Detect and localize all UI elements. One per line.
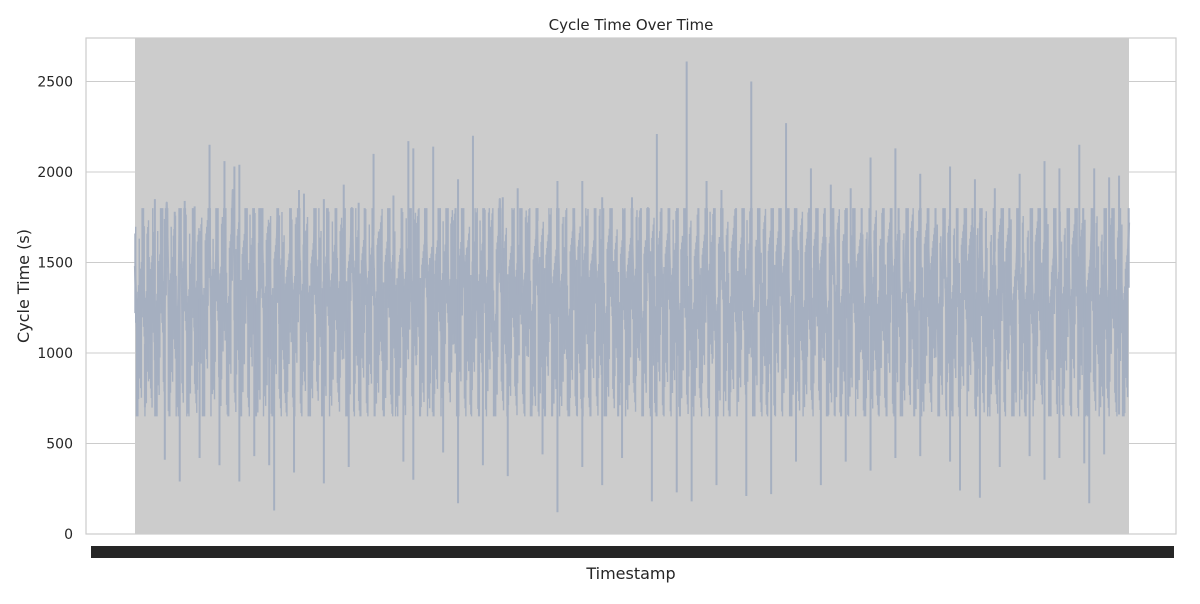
plot-area: 0 500 1000 1500 2000 2500	[37, 37, 1177, 558]
plot-frame	[85, 37, 1177, 535]
x-tick-labels-overlap	[91, 546, 1174, 558]
x-axis-label: Timestamp	[585, 564, 675, 583]
y-tick-label: 1500	[37, 255, 73, 271]
chart-title: Cycle Time Over Time	[549, 16, 714, 34]
y-tick-label: 1000	[37, 346, 73, 362]
y-tick-label: 0	[64, 527, 73, 543]
y-tick-label: 2500	[37, 74, 73, 90]
y-tick-label: 500	[46, 436, 73, 452]
y-axis-label: Cycle Time (s)	[14, 229, 33, 343]
y-tick-label: 2000	[37, 165, 73, 181]
